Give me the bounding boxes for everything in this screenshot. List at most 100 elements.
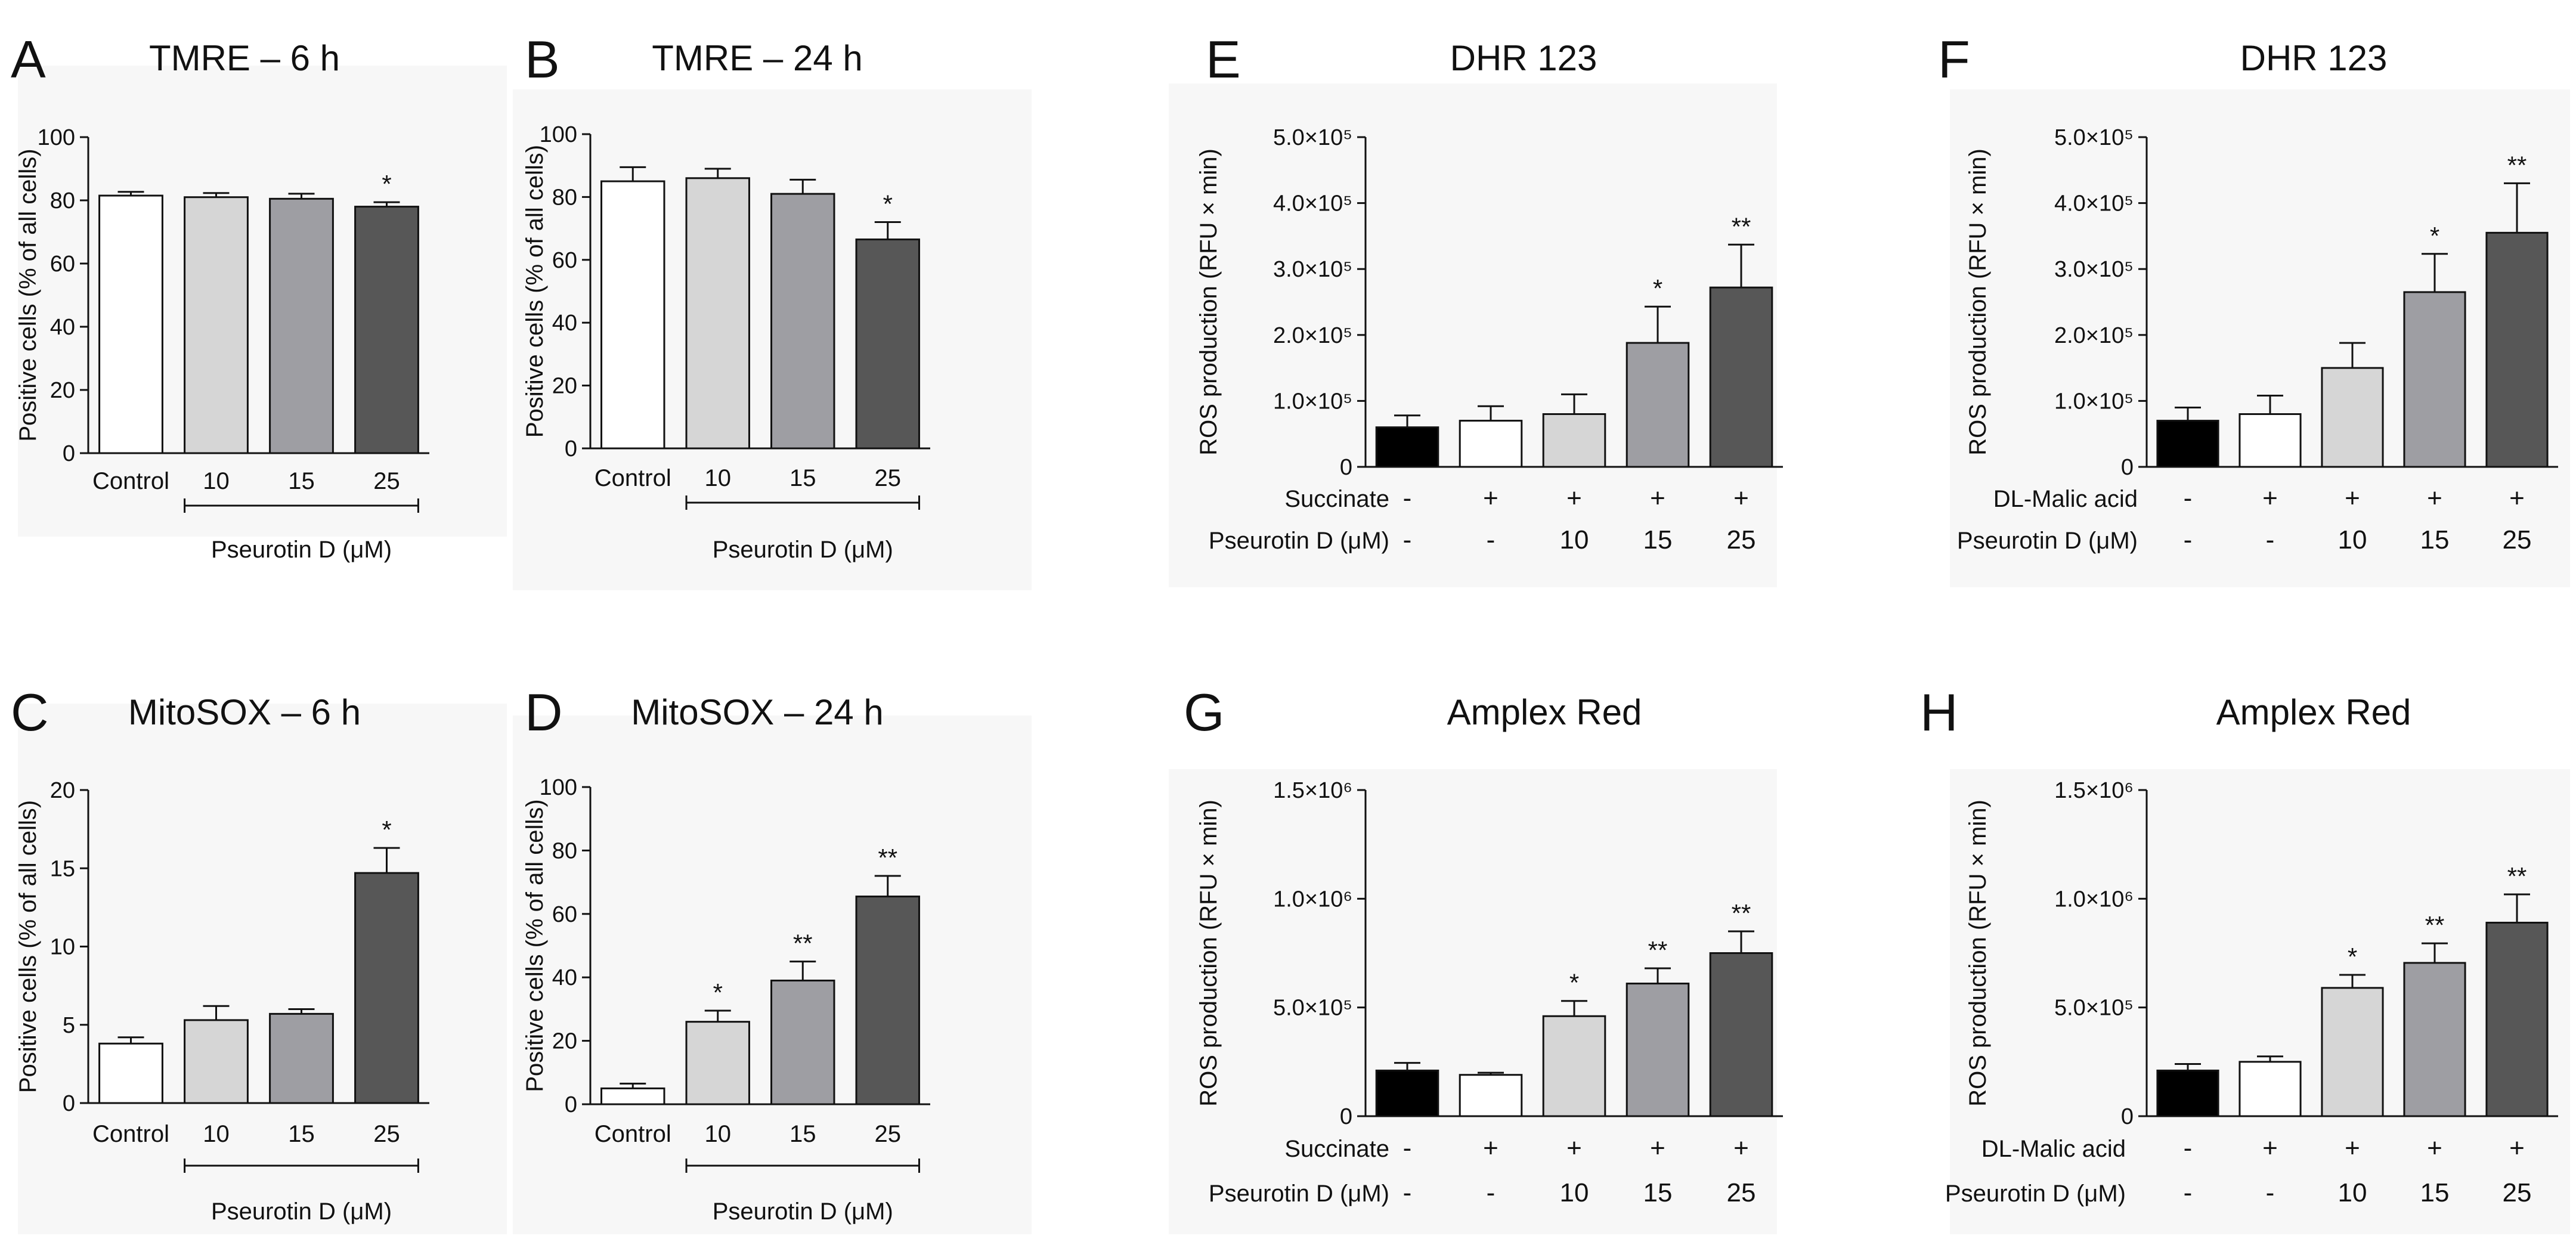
significance-marker: ** bbox=[1648, 936, 1668, 964]
x-tick-label: Control bbox=[92, 468, 169, 494]
treatment-value: + bbox=[1733, 1133, 1749, 1163]
significance-marker: * bbox=[2430, 222, 2439, 250]
y-tick-label: 3.0×10⁵ bbox=[1273, 257, 1352, 282]
bar bbox=[2321, 987, 2384, 1117]
x-tick-label: 25 bbox=[373, 468, 400, 494]
panel-g: G Amplex Red 0 5.0×10⁵ 1.0×10⁶ 1.5×10⁶ ROS pro… bbox=[1169, 683, 1783, 1234]
x-group-label: Pseurotin D (μM) bbox=[713, 1198, 893, 1225]
bar bbox=[2485, 921, 2549, 1117]
significance-marker: ** bbox=[793, 930, 813, 958]
significance-marker: * bbox=[382, 816, 391, 844]
treatment-value: + bbox=[1566, 1133, 1582, 1163]
y-tick-label: 40 bbox=[552, 311, 577, 336]
bar bbox=[1626, 983, 1690, 1117]
x-tick-label: 10 bbox=[705, 1121, 732, 1147]
y-tick-label: 2.0×10⁵ bbox=[1273, 323, 1352, 348]
bar bbox=[184, 196, 249, 454]
treatment-value: - bbox=[2266, 525, 2275, 555]
y-tick-label: 10 bbox=[50, 935, 75, 960]
treatment-value: + bbox=[2509, 1133, 2525, 1163]
bar bbox=[2156, 1069, 2219, 1117]
chart-title: Amplex Red bbox=[1447, 692, 1642, 732]
x-tick-label: 10 bbox=[705, 465, 732, 491]
x-tick-label: Control bbox=[92, 1121, 169, 1147]
treatment-value: - bbox=[1403, 1178, 1412, 1207]
bar bbox=[770, 980, 835, 1105]
significance-marker: * bbox=[1569, 969, 1579, 997]
bar bbox=[2238, 413, 2302, 468]
panel-letter: A bbox=[11, 30, 46, 89]
panel-background bbox=[18, 704, 507, 1234]
treatment-value: + bbox=[2345, 1133, 2360, 1163]
y-tick-label: 20 bbox=[50, 778, 75, 803]
y-tick-label: 1.0×10⁵ bbox=[2054, 389, 2134, 414]
panel-e: E DHR 123 0 1.0×10⁵ 2.0×10⁵ 3.0×10⁵ 4.0×10⁵ 5.0… bbox=[1169, 30, 1783, 587]
y-tick-label: 100 bbox=[540, 775, 577, 800]
y-tick-label: 0 bbox=[2121, 455, 2134, 480]
y-axis-label: ROS production (RFU × min) bbox=[1196, 148, 1222, 456]
bar bbox=[98, 194, 163, 454]
bar bbox=[1626, 342, 1690, 468]
bar bbox=[354, 206, 419, 454]
treatment-value: - bbox=[2184, 484, 2193, 513]
panel-letter: C bbox=[11, 683, 49, 742]
treatment-row-label: Pseurotin D (μM) bbox=[1945, 1181, 2126, 1207]
treatment-value: 15 bbox=[2420, 525, 2450, 555]
bar bbox=[600, 180, 665, 450]
bar bbox=[855, 896, 920, 1105]
y-tick-label: 1.5×10⁶ bbox=[2054, 778, 2134, 803]
chart-title: DHR 123 bbox=[1450, 38, 1597, 78]
y-tick-label: 1.0×10⁶ bbox=[2054, 887, 2134, 912]
bar bbox=[600, 1087, 665, 1105]
chart-title: MitoSOX – 24 h bbox=[631, 692, 884, 732]
y-tick-label: 5.0×10⁵ bbox=[1273, 996, 1352, 1021]
treatment-value: 10 bbox=[1560, 1178, 1589, 1207]
bar bbox=[1459, 1074, 1523, 1117]
y-axis-label: Positive cells (% of all cells) bbox=[15, 148, 41, 441]
panel-letter: E bbox=[1206, 30, 1241, 89]
bar bbox=[1709, 952, 1773, 1117]
bar bbox=[770, 193, 835, 450]
x-group-label: Pseurotin D (μM) bbox=[211, 537, 392, 563]
significance-marker: ** bbox=[1732, 899, 1751, 927]
bar bbox=[1542, 1015, 1606, 1117]
y-tick-label: 5.0×10⁵ bbox=[2054, 996, 2134, 1021]
treatment-value: 15 bbox=[1643, 525, 1673, 555]
treatment-value: - bbox=[1403, 484, 1412, 513]
y-tick-label: 60 bbox=[50, 252, 75, 277]
treatment-value: + bbox=[2427, 484, 2442, 513]
panel-h: H Amplex Red 0 5.0×10⁵ 1.0×10⁶ 1.5×10⁶ ROS pro… bbox=[1920, 683, 2570, 1234]
treatment-value: 15 bbox=[1643, 1178, 1673, 1207]
treatment-value: - bbox=[1403, 525, 1412, 555]
significance-marker: * bbox=[883, 190, 893, 218]
x-tick-label: Control bbox=[595, 1121, 671, 1147]
treatment-value: + bbox=[2427, 1133, 2442, 1163]
treatment-value: 15 bbox=[2420, 1178, 2450, 1207]
bar bbox=[2321, 367, 2384, 468]
y-tick-label: 40 bbox=[552, 965, 577, 990]
treatment-row-label: DL-Malic acid bbox=[1993, 486, 2138, 512]
y-tick-label: 15 bbox=[50, 856, 75, 881]
bar bbox=[2156, 420, 2219, 468]
y-axis-label: ROS production (RFU × min) bbox=[1196, 800, 1222, 1107]
y-tick-label: 20 bbox=[50, 378, 75, 403]
y-tick-label: 40 bbox=[50, 315, 75, 340]
treatment-value: - bbox=[2184, 1133, 2193, 1163]
bar bbox=[2238, 1061, 2302, 1117]
significance-marker: ** bbox=[878, 844, 897, 872]
y-tick-label: 0 bbox=[565, 436, 577, 461]
panel-letter: F bbox=[1938, 30, 1970, 89]
treatment-value: - bbox=[2184, 525, 2193, 555]
treatment-row-label: DL-Malic acid bbox=[1981, 1136, 2126, 1162]
x-group-label: Pseurotin D (μM) bbox=[713, 537, 893, 563]
panel-background bbox=[1169, 83, 1777, 587]
treatment-value: - bbox=[1487, 1178, 1496, 1207]
y-tick-label: 20 bbox=[552, 1029, 577, 1054]
y-tick-label: 80 bbox=[552, 185, 577, 210]
y-tick-label: 0 bbox=[63, 1091, 75, 1116]
y-tick-label: 5.0×10⁵ bbox=[1273, 125, 1352, 150]
x-tick-label: 15 bbox=[288, 468, 315, 494]
treatment-value: + bbox=[2345, 484, 2360, 513]
